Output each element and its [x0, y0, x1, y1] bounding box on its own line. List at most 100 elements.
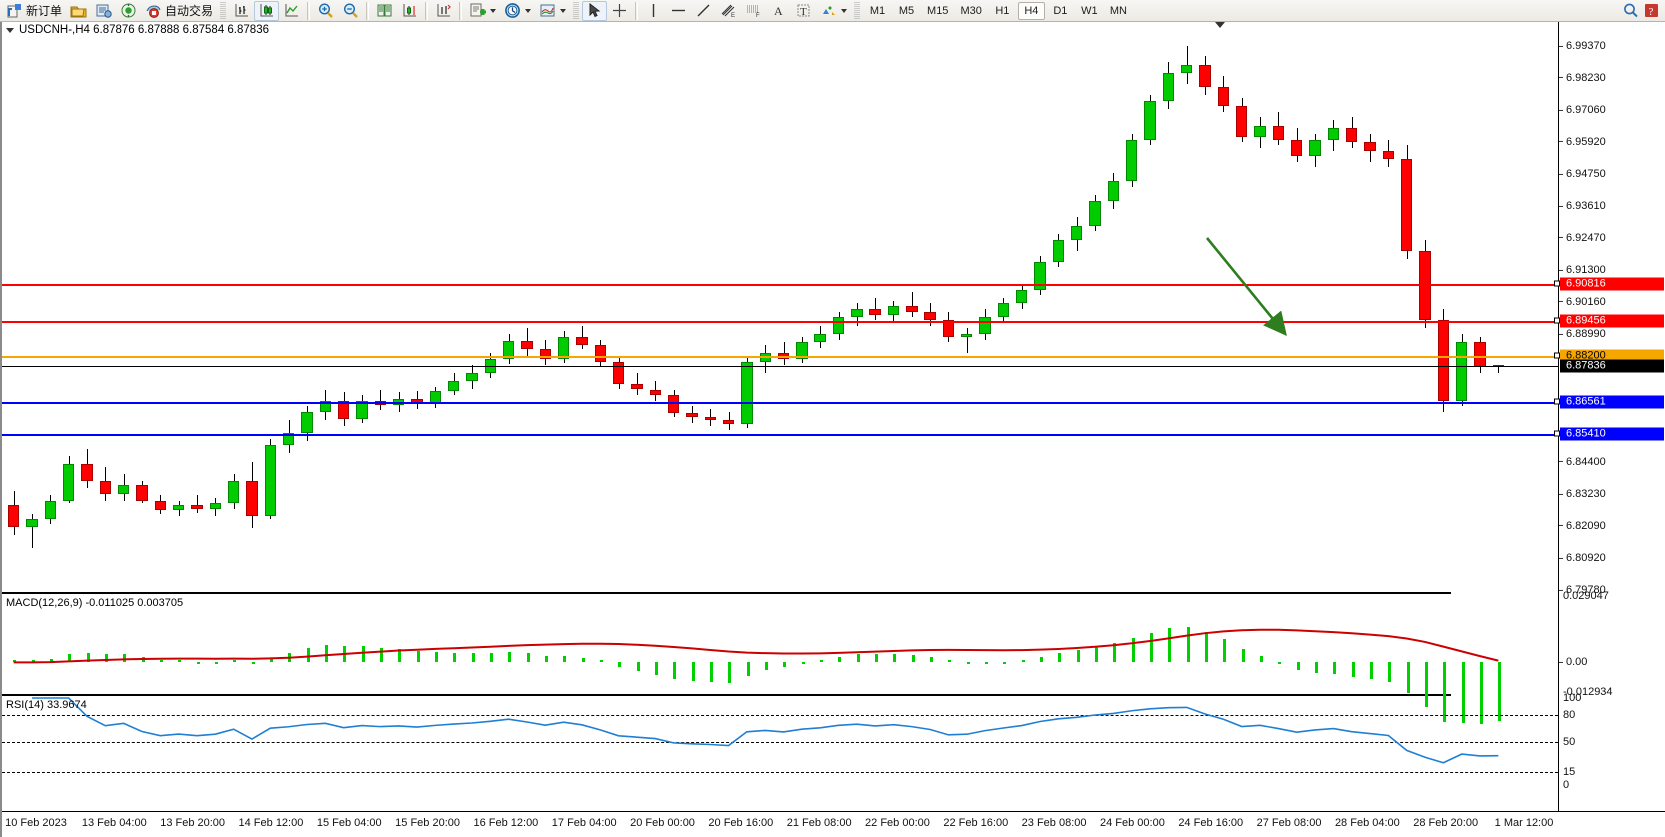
shapes-button[interactable]	[816, 1, 851, 21]
shift-end-button[interactable]	[397, 1, 422, 21]
tile-windows-button[interactable]	[372, 1, 397, 21]
macd-histogram-bar	[728, 662, 732, 683]
level-drag-handle[interactable]	[1554, 352, 1560, 359]
macd-histogram-bar	[1333, 662, 1337, 675]
timeframe-w1[interactable]: W1	[1081, 4, 1098, 17]
timeframe-h1[interactable]: H1	[995, 4, 1010, 17]
line-chart-button[interactable]	[279, 1, 304, 21]
rsi-guide-15	[2, 771, 1558, 773]
text-button[interactable]: A	[766, 1, 791, 21]
horizontal-line-button[interactable]	[666, 1, 691, 21]
toolbar-separator	[459, 1, 463, 20]
data-window-icon	[96, 4, 112, 18]
current-price-line[interactable]	[2, 366, 1558, 368]
price-plot-area[interactable]: MACD(12,26,9) -0.011025 0.003705 RSI(14) …	[2, 22, 1558, 811]
macd-histogram-bar	[1021, 660, 1025, 663]
support-2-line[interactable]	[2, 433, 1558, 436]
chevron-down-icon[interactable]	[490, 8, 497, 13]
timeframe-h4[interactable]: H4	[1017, 1, 1045, 20]
support-1-label[interactable]: 6.86561	[1554, 395, 1664, 409]
time-axis-label: 15 Feb 04:00	[316, 817, 382, 829]
crosshair-button[interactable]	[607, 1, 632, 21]
price-tick: 6.99370	[1559, 40, 1606, 52]
macd-histogram-bar	[1278, 662, 1282, 665]
support-1-line[interactable]	[2, 401, 1558, 404]
macd-histogram-bar	[1259, 655, 1263, 663]
timeframe-m15[interactable]: M15	[927, 4, 949, 17]
chevron-down-icon[interactable]	[560, 8, 567, 13]
templates-button[interactable]	[535, 1, 570, 21]
cursor-button[interactable]	[582, 0, 608, 21]
text-icon: A	[774, 4, 783, 18]
price-tick: 6.94750	[1559, 168, 1606, 180]
candlestick-chart-button[interactable]	[254, 0, 280, 21]
new-order-button[interactable]: 新订单	[2, 1, 66, 21]
chart-window[interactable]: USDCNH-,H4 6.87876 6.87888 6.87584 6.878…	[0, 22, 1665, 837]
timeframe-m5[interactable]: M5	[898, 4, 915, 17]
candle-bullish	[484, 358, 496, 373]
add-indicator-button[interactable]	[465, 1, 500, 21]
candle-bearish	[1401, 159, 1413, 251]
pivot-label[interactable]: 6.88200	[1554, 349, 1664, 363]
zoom-out-icon	[344, 3, 358, 18]
help-icon[interactable]: ?	[1643, 2, 1660, 19]
candle-bullish	[1327, 128, 1340, 140]
time-axis-label: 24 Feb 16:00	[1178, 817, 1244, 829]
support-2-label[interactable]: 6.85410	[1554, 427, 1664, 441]
price-tick: 6.92470	[1559, 232, 1606, 244]
candle-wick	[380, 389, 382, 411]
macd-histogram-bar	[68, 653, 72, 663]
price-scale[interactable]: 6.90816 6.89456 6.88200 6.87836 6.86561 6.854…	[1554, 22, 1665, 811]
chevron-down-icon[interactable]	[6, 27, 14, 33]
candle-bullish	[227, 481, 240, 504]
macd-histogram-bar	[215, 662, 219, 665]
timeframe-mn[interactable]: MN	[1109, 4, 1127, 17]
candle-bullish	[1162, 72, 1175, 101]
level-drag-handle[interactable]	[1554, 280, 1560, 287]
macd-histogram-bar	[948, 660, 952, 663]
macd-histogram-bar	[1241, 648, 1245, 663]
auto-scroll-button[interactable]	[431, 1, 456, 21]
pivot-line[interactable]	[2, 356, 1558, 359]
timeframe-m30[interactable]: M30	[960, 4, 982, 17]
zoom-out-button[interactable]	[338, 1, 363, 21]
macd-histogram-bar	[1039, 657, 1043, 663]
vertical-line-button[interactable]	[641, 1, 666, 21]
level-drag-handle[interactable]	[1554, 317, 1560, 324]
trendline-button[interactable]	[691, 1, 716, 21]
autotrading-button[interactable]: 自动交易	[141, 1, 217, 21]
resistance-2-label[interactable]: 6.89456	[1554, 314, 1664, 328]
timeframe-d1[interactable]: D1	[1053, 4, 1068, 17]
search-icon[interactable]	[1622, 2, 1639, 19]
macd-histogram-bar	[618, 662, 622, 667]
price-tick: 6.90160	[1559, 296, 1606, 308]
current-price-label[interactable]: 6.87836	[1560, 359, 1664, 373]
folder-button[interactable]	[66, 1, 91, 21]
cursor-icon	[589, 2, 601, 18]
level-drag-handle[interactable]	[1554, 398, 1560, 405]
arrow-annotation[interactable]	[2, 22, 1560, 811]
chart-collapse-caret-icon[interactable]	[1215, 22, 1225, 28]
fibonacci-button[interactable]: F	[741, 1, 766, 21]
timeframe-m1[interactable]: M1	[869, 4, 886, 17]
resistance-1-line[interactable]	[2, 283, 1558, 286]
chevron-down-icon[interactable]	[525, 8, 532, 13]
equidistant-channel-button[interactable]: E	[716, 1, 741, 21]
candle-bearish	[1217, 86, 1230, 107]
macd-histogram-bar	[1314, 662, 1318, 674]
data-window-button[interactable]	[91, 1, 116, 21]
resistance-2-line[interactable]	[2, 321, 1558, 324]
candle-bullish	[447, 381, 460, 391]
bar-chart-button[interactable]	[229, 1, 254, 21]
text-label-button[interactable]: T	[791, 1, 816, 21]
macd-histogram-bar	[893, 653, 897, 663]
period-button[interactable]	[500, 1, 535, 21]
rsi-pane-separator	[2, 694, 1451, 696]
candle-bullish	[356, 400, 368, 419]
resistance-1-label[interactable]: 6.90816	[1554, 277, 1664, 291]
chevron-down-icon[interactable]	[841, 8, 848, 13]
candle-bullish	[1254, 125, 1266, 137]
navigator-button[interactable]	[116, 1, 141, 21]
level-drag-handle[interactable]	[1554, 430, 1560, 437]
zoom-in-button[interactable]	[313, 1, 338, 21]
